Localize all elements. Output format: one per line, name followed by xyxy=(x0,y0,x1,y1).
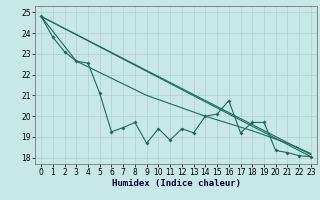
X-axis label: Humidex (Indice chaleur): Humidex (Indice chaleur) xyxy=(111,179,241,188)
